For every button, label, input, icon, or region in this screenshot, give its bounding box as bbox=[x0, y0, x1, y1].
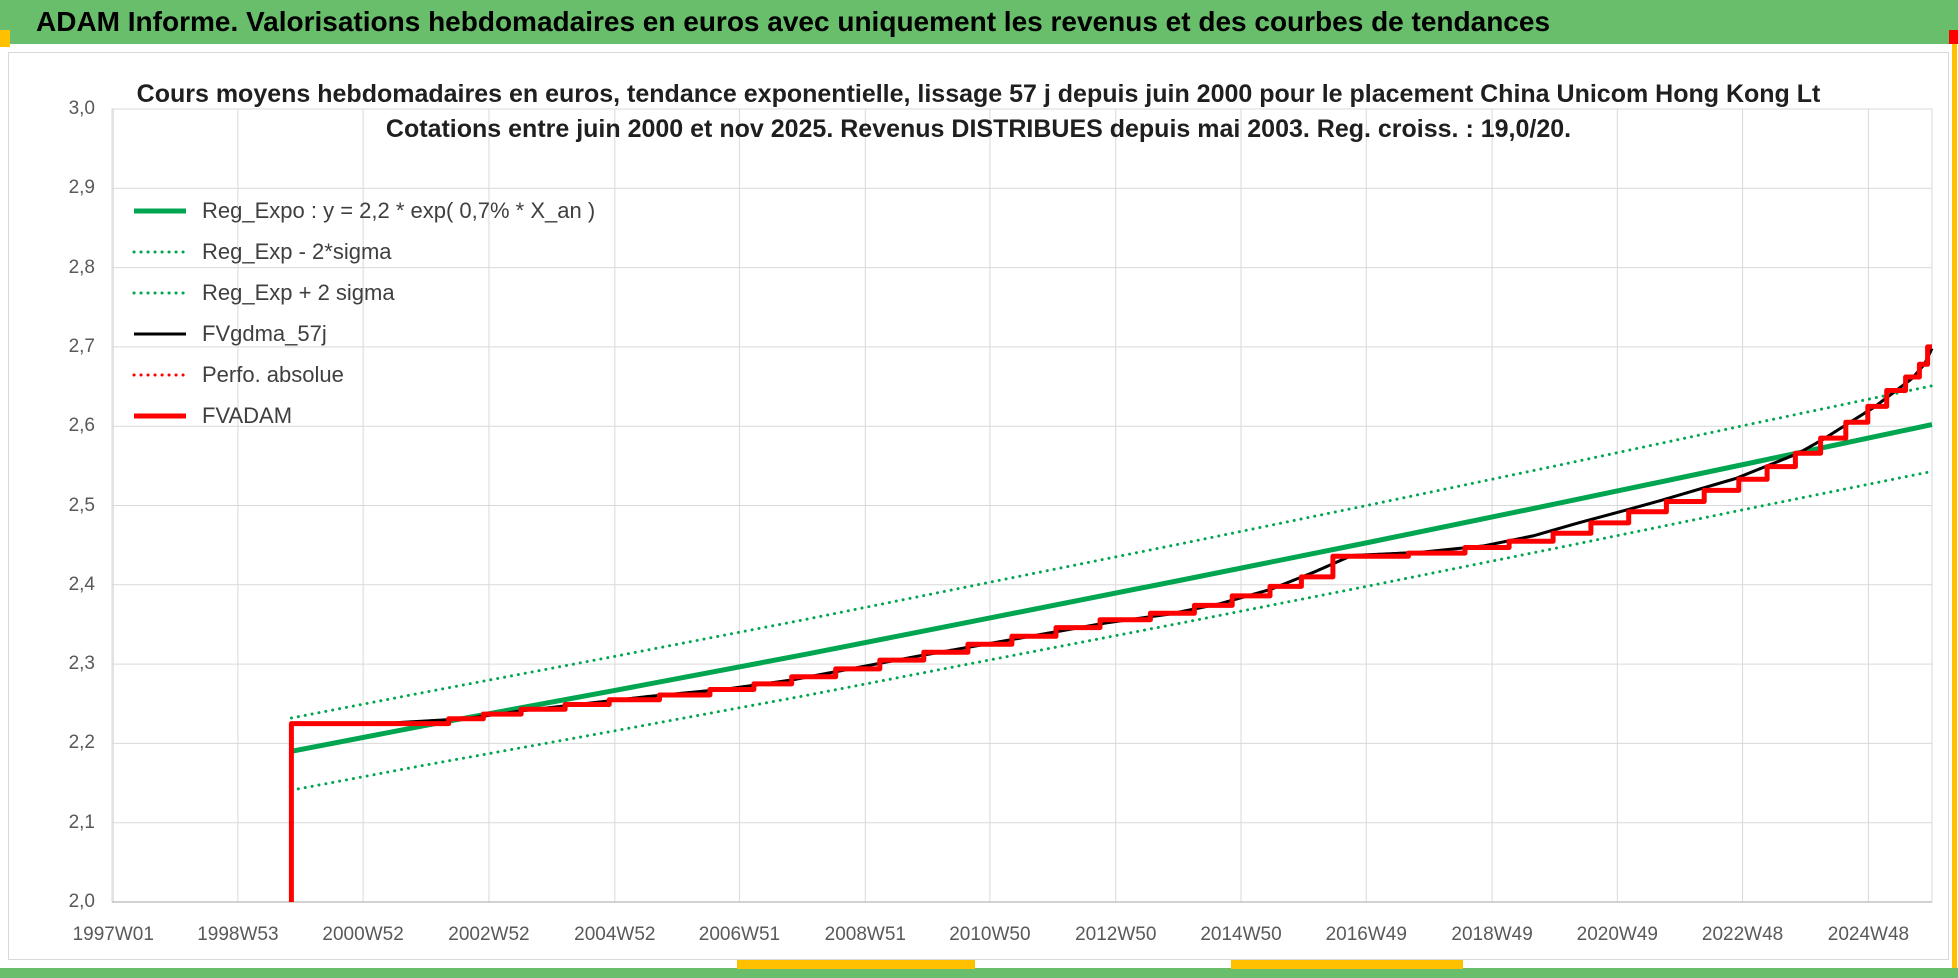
bottom-yellow-segment-1 bbox=[737, 960, 975, 969]
chart-legend[interactable]: Reg_Expo : y = 2,2 * exp( 0,7% * X_an ) R… bbox=[131, 190, 595, 436]
y-axis-label: 2,8 bbox=[68, 256, 95, 278]
legend-line-swatch bbox=[134, 413, 186, 418]
bottom-row-fill bbox=[0, 968, 1958, 978]
x-axis-label: 1998W53 bbox=[197, 924, 279, 945]
y-axis-label: 2,3 bbox=[68, 653, 95, 675]
legend-item[interactable]: Reg_Exp - 2*sigma bbox=[131, 231, 595, 272]
legend-label: Perfo. absolue bbox=[202, 361, 344, 387]
y-axis-label: 2,5 bbox=[68, 494, 95, 516]
y-axis-label: 2,6 bbox=[68, 415, 95, 437]
x-axis-label: 2012W50 bbox=[1075, 924, 1157, 945]
x-axis-label: 2016W49 bbox=[1325, 924, 1407, 945]
series-reg_expo[interactable] bbox=[290, 422, 1933, 754]
legend-label: FVADAM bbox=[202, 402, 293, 428]
page-title: ADAM Informe. Valorisations hebdomadaire… bbox=[36, 6, 1551, 37]
x-axis-label: 2008W51 bbox=[824, 924, 906, 945]
x-axis-label: 2010W50 bbox=[949, 924, 1031, 945]
y-axis-label: 2,1 bbox=[68, 811, 95, 833]
x-axis-label: 2002W52 bbox=[448, 924, 530, 945]
bottom-yellow-segment-2 bbox=[1231, 960, 1463, 969]
y-axis-label: 3,0 bbox=[68, 98, 95, 119]
legend-line-swatch bbox=[132, 250, 188, 253]
legend-line-swatch bbox=[134, 208, 186, 213]
x-axis-label: 2004W52 bbox=[574, 924, 656, 945]
x-axis-label: 2000W52 bbox=[322, 924, 404, 945]
legend-line-swatch bbox=[132, 373, 188, 376]
legend-label: FVgdma_57j bbox=[202, 320, 327, 346]
legend-line-swatch bbox=[134, 332, 186, 335]
chart-subtitle: Cotations entre juin 2000 et nov 2025. R… bbox=[385, 115, 1572, 143]
y-axis-label: 2,7 bbox=[68, 335, 95, 357]
window-title-bar: ADAM Informe. Valorisations hebdomadaire… bbox=[0, 0, 1958, 44]
y-axis-label: 2,0 bbox=[68, 891, 95, 912]
legend-item[interactable]: FVgdma_57j bbox=[131, 313, 595, 354]
series-reg_exp_plus_2sigma[interactable] bbox=[289, 384, 1934, 720]
x-axis-label: 2014W50 bbox=[1200, 924, 1282, 945]
x-axis-label: 2018W49 bbox=[1451, 924, 1533, 945]
x-axis-label: 1997W01 bbox=[72, 924, 154, 945]
x-axis-label: 2024W48 bbox=[1827, 924, 1910, 945]
legend-item[interactable]: Perfo. absolue bbox=[131, 354, 595, 395]
legend-line-swatch bbox=[132, 291, 188, 294]
cell-fill-marker-top-right bbox=[1949, 30, 1958, 44]
y-axis-label: 2,4 bbox=[68, 573, 95, 595]
y-axis-label: 2,9 bbox=[68, 177, 95, 199]
right-edge-column-fill bbox=[1952, 44, 1957, 968]
y-axis-label: 2,2 bbox=[68, 732, 95, 754]
legend-label: Reg_Exp - 2*sigma bbox=[202, 238, 392, 264]
series-reg_exp_minus_2sigma[interactable] bbox=[289, 469, 1934, 792]
legend-item[interactable]: Reg_Expo : y = 2,2 * exp( 0,7% * X_an ) bbox=[131, 190, 595, 231]
legend-item[interactable]: FVADAM bbox=[131, 395, 595, 436]
legend-label: Reg_Expo : y = 2,2 * exp( 0,7% * X_an ) bbox=[202, 197, 596, 223]
cell-fill-marker-left bbox=[0, 30, 10, 47]
series-fvadam[interactable] bbox=[288, 344, 1932, 902]
x-axis-label: 2006W51 bbox=[698, 924, 781, 945]
x-axis-label: 2020W49 bbox=[1576, 924, 1658, 945]
chart-title: Cours moyens hebdomadaires en euros, ten… bbox=[136, 80, 1821, 108]
x-axis-label: 2022W48 bbox=[1701, 924, 1784, 945]
legend-item[interactable]: Reg_Exp + 2 sigma bbox=[131, 272, 595, 313]
legend-label: Reg_Exp + 2 sigma bbox=[202, 279, 395, 305]
